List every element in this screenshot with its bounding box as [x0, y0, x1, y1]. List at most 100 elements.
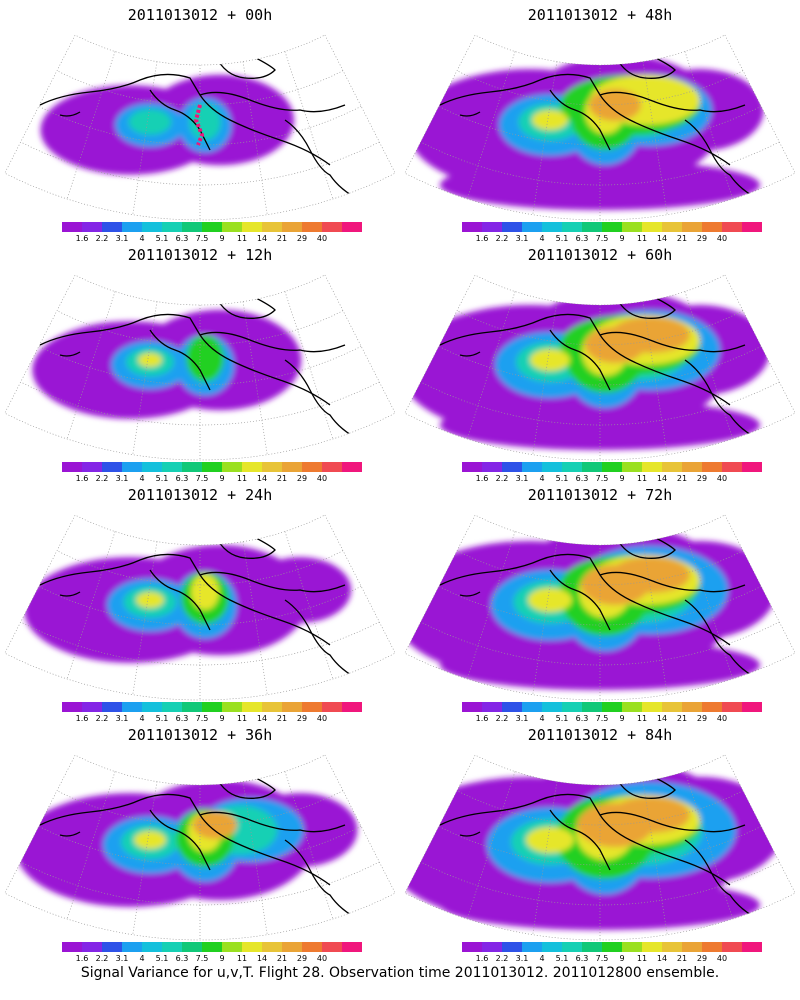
- colorbar-cell: [202, 462, 222, 472]
- colorbar-tick-label: 11: [636, 714, 648, 723]
- colorbar-cell: [742, 942, 762, 952]
- meridian-line: [284, 51, 334, 200]
- colorbar-cell: [642, 222, 662, 232]
- colorbar-tick-label: 14: [256, 474, 268, 483]
- colorbar-cell: [622, 702, 642, 712]
- colorbar-cell: [562, 222, 582, 232]
- colorbar-tick-label: 1.6: [75, 954, 89, 963]
- parallel-line: [20, 861, 380, 906]
- colorbar: [462, 702, 762, 712]
- map-panel: 2011013012 + 36h 1.6 2.2 3.1 4 5.1 6.3 7.5 9 11 14…: [0, 720, 400, 963]
- colorbar-cell: [302, 222, 322, 232]
- colorbar-tick-label: 1.6: [75, 474, 89, 483]
- colorbar-cell: [642, 462, 662, 472]
- meridian-line: [466, 291, 516, 440]
- colorbar-tick-label: 2.2: [95, 954, 109, 963]
- coastline: [459, 831, 481, 837]
- variance-contour: [189, 103, 221, 141]
- variance-contour: [193, 811, 237, 839]
- colorbar-tick-label: 6.3: [575, 474, 589, 483]
- map-panel: 2011013012 + 60h 1.6 2.2 3.1 4 5.1 6.3 7.5 9 11 14…: [400, 240, 800, 483]
- colorbar-cell: [142, 462, 162, 472]
- panel-title: 2011013012 + 48h: [527, 6, 673, 24]
- colorbar-cell: [702, 462, 722, 472]
- colorbar-cell: [662, 942, 682, 952]
- colorbar-tick-label: 2.2: [495, 474, 509, 483]
- colorbar-cell: [722, 222, 742, 232]
- colorbar-tick-label: 6.3: [575, 954, 589, 963]
- coastline: [59, 831, 81, 837]
- meridian-line: [284, 771, 334, 920]
- coastline: [199, 811, 346, 833]
- colorbar-cell: [542, 462, 562, 472]
- meridian-line: [684, 51, 734, 200]
- colorbar-cell: [102, 942, 122, 952]
- map-plot: [404, 34, 796, 221]
- colorbar-cell: [602, 942, 622, 952]
- colorbar-cell: [122, 222, 142, 232]
- meridian-line: [242, 61, 268, 215]
- colorbar-cell: [282, 702, 302, 712]
- map-plot: [404, 274, 796, 461]
- colorbar-tick-label: 6.3: [175, 474, 189, 483]
- coastline: [199, 91, 346, 113]
- coastline: [59, 351, 81, 357]
- coastline: [549, 329, 611, 391]
- colorbar-tick-label: 40: [316, 474, 328, 483]
- colorbar-tick-label: 21: [276, 714, 288, 723]
- colorbar-tick-label: 29: [296, 954, 308, 963]
- meridian-line: [466, 771, 516, 920]
- colorbar-cell: [502, 222, 522, 232]
- colorbar-tick-label: 40: [316, 714, 328, 723]
- panel-title: 2011013012 + 00h: [127, 6, 273, 24]
- flight-track: [193, 104, 205, 146]
- map-panel: 2011013012 + 72h 1.6 2.2 3.1 4 5.1 6.3 7.5 9 11 14…: [400, 480, 800, 723]
- map-plot: [4, 274, 396, 461]
- coastline: [459, 591, 481, 597]
- colorbar-cell: [242, 702, 262, 712]
- colorbar-tick-label: 4: [139, 714, 145, 723]
- meridian-line: [642, 541, 668, 695]
- colorbar-tick-label: 21: [276, 234, 288, 243]
- parallel-line: [420, 621, 780, 666]
- map-border: [4, 274, 396, 461]
- colorbar-cell: [522, 942, 542, 952]
- coastline: [599, 331, 746, 353]
- variance-contour: [532, 110, 568, 130]
- colorbar-cell: [602, 222, 622, 232]
- map-border: [404, 274, 796, 461]
- panel-title: 2011013012 + 24h: [127, 486, 273, 504]
- colorbar-tick-label: 3.1: [515, 714, 529, 723]
- coastline: [439, 553, 731, 646]
- colorbar-tick-label: 9: [619, 474, 625, 483]
- colorbar-cell: [262, 942, 282, 952]
- coastline: [684, 359, 761, 441]
- colorbar: [462, 462, 762, 472]
- colorbar-tick-label: 29: [696, 234, 708, 243]
- colorbar-tick-label: 29: [696, 714, 708, 723]
- colorbar-tick-label: 29: [296, 714, 308, 723]
- colorbar-tick-label: 21: [276, 954, 288, 963]
- colorbar-tick-label: 5.1: [555, 714, 569, 723]
- colorbar-cell: [682, 942, 702, 952]
- coastline: [549, 89, 611, 151]
- panel-title: 2011013012 + 84h: [527, 726, 673, 744]
- colorbar-tick-label: 3.1: [115, 474, 129, 483]
- colorbar-tick-label: 40: [716, 234, 728, 243]
- map-panel: 2011013012 + 12h 1.6 2.2 3.1 4 5.1 6.3 7.5 9 11 14…: [0, 240, 400, 483]
- map-panel: 2011013012 + 24h 1.6 2.2 3.1 4 5.1 6.3 7.5 9 11 14…: [0, 480, 400, 723]
- colorbar-cell: [502, 702, 522, 712]
- colorbar-cell: [302, 942, 322, 952]
- coastline: [599, 91, 746, 113]
- colorbar-tick-label: 1.6: [475, 474, 489, 483]
- colorbar: [62, 702, 362, 712]
- colorbar-tick-label: 2.2: [95, 714, 109, 723]
- colorbar-cell: [722, 702, 742, 712]
- map-border: [4, 514, 396, 701]
- variance-contour: [138, 353, 162, 367]
- coastline: [439, 73, 731, 166]
- colorbar-tick-label: 2.2: [495, 234, 509, 243]
- colorbar-cell: [102, 222, 122, 232]
- panel-title: 2011013012 + 60h: [527, 246, 673, 264]
- colorbar-tick-label: 29: [296, 474, 308, 483]
